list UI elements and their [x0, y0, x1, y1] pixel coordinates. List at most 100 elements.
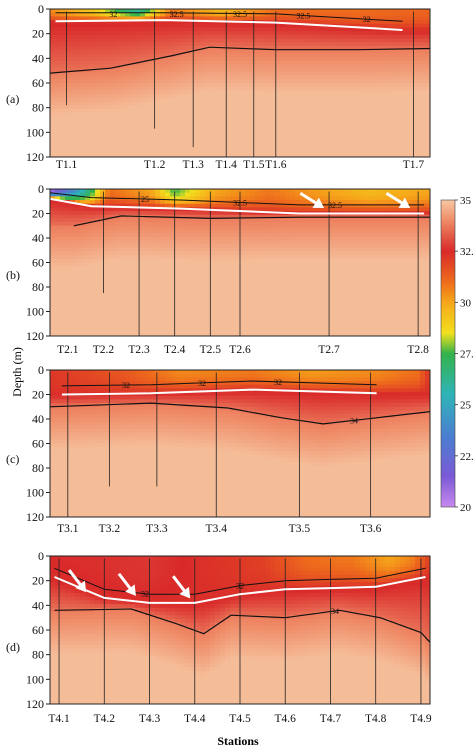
- isohaline-label: 32: [109, 10, 117, 19]
- white-arrow: [67, 569, 87, 593]
- isohaline-34-contour: [54, 608, 430, 643]
- y-tick-label: 60: [32, 76, 44, 90]
- station-label: T2.8: [407, 344, 429, 356]
- station-label: T4.4: [184, 713, 206, 725]
- colorbar-gradient: [440, 199, 456, 508]
- y-tick-label: 100: [26, 305, 44, 319]
- colorbar-tick-label: 25: [460, 400, 472, 412]
- y-tick-label: 20: [32, 388, 44, 402]
- panel-label: (b): [6, 268, 20, 282]
- y-tick-label: 80: [32, 461, 44, 475]
- isohaline-32-contour: [61, 380, 377, 387]
- isohaline-label: 32.5: [170, 10, 184, 19]
- station-label: T2.3: [128, 344, 150, 356]
- station-label: T2.4: [164, 344, 186, 356]
- station-label: T1.2: [144, 159, 166, 171]
- colorbar-tick-label: 22.5: [460, 451, 474, 463]
- y-tick-label: 60: [32, 623, 44, 637]
- isohaline-32-contour: [50, 192, 425, 206]
- panels: 32 32.5 32.5 32.5 32 0 20 40 60 80 100 120 T1.1 T1.2 T…: [6, 2, 432, 725]
- station-label: T1.5: [243, 159, 265, 171]
- station-label: T1.6: [265, 159, 287, 171]
- panel-label: (d): [6, 640, 20, 654]
- colorbar-tick-label: 30: [460, 297, 472, 309]
- y-tick-label: 120: [26, 697, 44, 711]
- white-arrow: [299, 191, 325, 209]
- isohaline-label: 25: [141, 195, 149, 204]
- y-tick-label: 120: [26, 329, 44, 343]
- panel-label: (a): [6, 92, 19, 106]
- mixed-layer-depth-line: [61, 388, 377, 396]
- y-tick-label: 60: [32, 437, 44, 451]
- station-label: T3.1: [57, 523, 79, 535]
- station-label: T2.1: [57, 344, 79, 356]
- isohaline-label: 32.5: [296, 12, 310, 21]
- station-label: T4.2: [94, 713, 116, 725]
- y-tick-label: 40: [32, 231, 44, 245]
- station-label: T2.6: [229, 344, 251, 356]
- y-tick-label: 120: [26, 150, 44, 164]
- isohaline-label: 34: [350, 416, 358, 425]
- mixed-layer-depth-line: [54, 576, 426, 604]
- isohaline-label: 32.5: [233, 198, 247, 207]
- y-tick-label: 100: [26, 486, 44, 500]
- mixed-layer-depth-line: [55, 19, 403, 31]
- colorbar-tick-label: 20: [460, 502, 472, 514]
- station-label: T4.5: [229, 713, 251, 725]
- station-label: T4.6: [275, 713, 297, 725]
- y-tick-label: 40: [32, 412, 44, 426]
- station-label: T4.8: [365, 713, 387, 725]
- station-label: T4.7: [320, 713, 342, 725]
- white-arrow: [385, 191, 411, 209]
- panel-label: (c): [6, 452, 19, 466]
- y-tick-label: 0: [38, 182, 44, 196]
- y-tick-label: 0: [38, 2, 44, 16]
- isohaline-label: 32: [122, 381, 130, 390]
- y-tick-label: 20: [32, 574, 44, 588]
- y-tick-label: 60: [32, 256, 44, 270]
- colorbar: 35 32.5 30 27.5 25 22.5 20: [440, 195, 474, 514]
- panel-a: 32 32.5 32.5 32.5 32 0 20 40 60 80 100 120 T1.1 T1.2 T…: [6, 2, 431, 171]
- panel-d: 32 32 34 0 20 40 60 80 100 120 T4.1 T4.2 T4.3 T4.4 T4.…: [6, 549, 432, 725]
- salinity-field: 25 32.5 32.5: [50, 189, 430, 336]
- colorbar-tick-label: 27.5: [460, 349, 474, 361]
- y-tick-label: 80: [32, 280, 44, 294]
- y-tick-label: 120: [26, 510, 44, 524]
- y-tick-label: 80: [32, 101, 44, 115]
- station-label: T3.6: [360, 523, 382, 535]
- station-label: T2.2: [93, 344, 115, 356]
- isohaline-label: 32: [141, 590, 149, 599]
- mixed-layer-depth-line: [50, 197, 425, 215]
- isohaline-label: 32: [363, 15, 371, 24]
- isohaline-34-contour: [50, 402, 430, 425]
- isohaline-label: 32: [236, 582, 244, 591]
- station-label: T4.1: [48, 713, 70, 725]
- station-label: T2.7: [318, 344, 340, 356]
- salinity-field: 32 32.5 32.5 32.5 32: [50, 9, 430, 157]
- isohaline-32-contour: [55, 12, 403, 22]
- isohaline-label: 32: [198, 379, 206, 388]
- station-label: T1.3: [182, 159, 204, 171]
- y-tick-label: 0: [38, 363, 44, 377]
- y-tick-label: 80: [32, 648, 44, 662]
- y-tick-label: 40: [32, 51, 44, 65]
- y-tick-label: 100: [26, 672, 44, 686]
- station-label: T4.9: [410, 713, 432, 725]
- arrows: [67, 191, 411, 599]
- panel-b: 25 32.5 32.5 0 20 40 60 80 100 120 T2.1 T2.2 T2.3 T2.…: [6, 182, 431, 356]
- colorbar-tick-label: 35: [460, 195, 472, 207]
- white-arrow: [171, 575, 191, 599]
- isohaline-label: 32.5: [328, 201, 342, 210]
- station-label: T1.1: [56, 159, 78, 171]
- colorbar-tick-label: 32.5: [460, 246, 474, 258]
- isohaline-label: 32.5: [233, 10, 247, 19]
- salinity-field: 32 32 34: [50, 556, 430, 704]
- y-axis-label: Depth (m): [10, 347, 24, 397]
- isohaline-label: 32: [274, 378, 282, 387]
- station-label: T2.5: [200, 344, 222, 356]
- station-label: T1.7: [403, 159, 425, 171]
- y-tick-label: 100: [26, 125, 44, 139]
- station-label: T1.4: [216, 159, 238, 171]
- y-tick-label: 0: [38, 549, 44, 563]
